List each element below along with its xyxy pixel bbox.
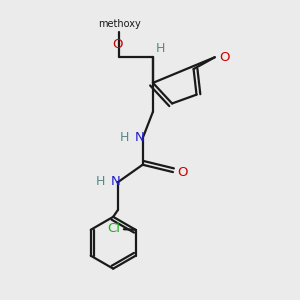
Text: O: O: [112, 38, 123, 51]
Text: N: N: [135, 131, 145, 144]
Text: O: O: [177, 166, 188, 179]
Text: N: N: [110, 175, 120, 188]
Text: Cl: Cl: [107, 222, 120, 235]
Text: H: H: [95, 175, 105, 188]
Text: O: O: [220, 51, 230, 64]
Text: H: H: [120, 131, 129, 144]
Text: methoxy: methoxy: [98, 19, 140, 29]
Text: H: H: [155, 42, 165, 55]
